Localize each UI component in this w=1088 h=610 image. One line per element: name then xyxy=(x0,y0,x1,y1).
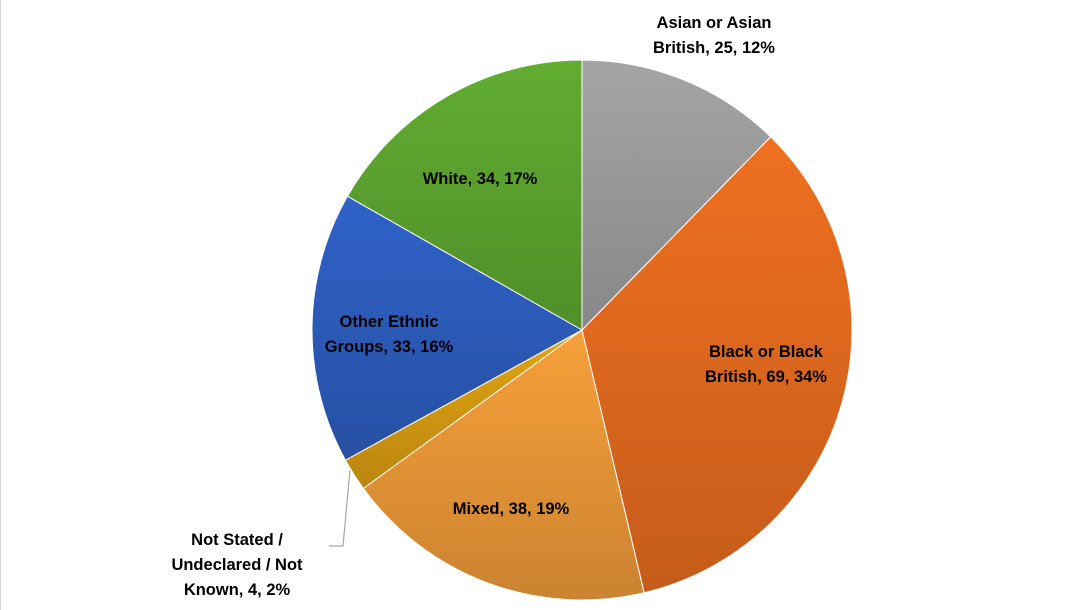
pie-slice-black-or-black-british xyxy=(581,136,853,594)
leader-line-not-stated-undeclared-not-known xyxy=(329,469,351,547)
pie-slice-asian-or-asian-british xyxy=(581,59,772,332)
slice-label-black-or-black-british: Black or Black British, 69, 34% xyxy=(705,343,827,386)
leader-lines xyxy=(329,469,351,547)
pie-slice-other-ethnic-groups xyxy=(311,195,584,461)
pie-slice-white xyxy=(346,59,583,331)
slice-labels: Asian or Asian British, 25, 12% Black or B… xyxy=(171,14,827,599)
slice-label-white: White, 34, 17% xyxy=(423,170,538,188)
pie-slice-mixed xyxy=(362,329,645,601)
slice-label-other-ethnic-groups: Other Ethnic Groups, 33, 16% xyxy=(325,313,454,356)
slice-label-not-stated-undeclared-not-known: Not Stated / Undeclared / Not Known, 4, 2% xyxy=(171,531,303,599)
slice-label-mixed: Mixed, 38, 19% xyxy=(453,500,570,518)
pie-slices xyxy=(311,59,853,601)
slice-label-asian-or-asian-british: Asian or Asian British, 25, 12% xyxy=(653,14,775,57)
